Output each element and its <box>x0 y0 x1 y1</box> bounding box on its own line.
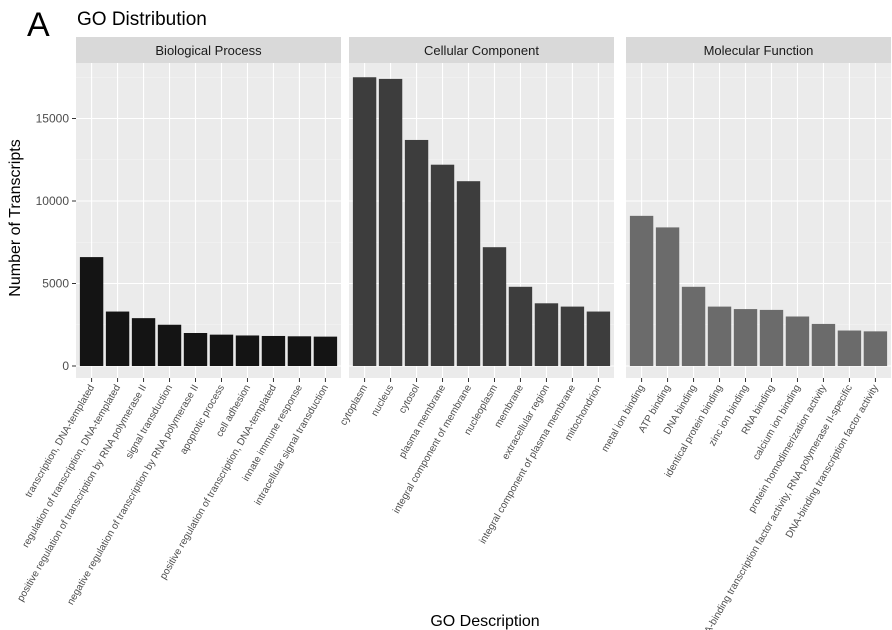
bar <box>131 318 156 366</box>
facet-strip <box>626 37 891 63</box>
x-tick-label: plasma membrane <box>397 383 448 461</box>
bar <box>378 78 403 367</box>
bar <box>759 309 784 366</box>
x-tick-label: metal ion binding <box>600 383 647 454</box>
y-tick-label: 5000 <box>42 277 69 291</box>
facet-cellular-component: Cellular Component cytoplasm nucleus cytoso… <box>338 37 614 546</box>
bar <box>508 286 533 366</box>
bar <box>707 306 732 366</box>
x-tick-label: cytosol <box>397 383 422 415</box>
bar <box>183 333 208 366</box>
bar <box>209 334 234 366</box>
y-tick-label: 10000 <box>36 194 70 208</box>
y-tick-label: 15000 <box>36 112 70 126</box>
bar <box>560 306 585 366</box>
bar <box>681 286 706 366</box>
bar <box>785 316 810 366</box>
y-axis-title: Number of Transcripts <box>7 139 24 296</box>
facet-strip <box>349 37 614 63</box>
bar <box>811 323 836 366</box>
bar <box>105 311 130 366</box>
facet-strip <box>76 37 341 63</box>
bar <box>157 324 182 366</box>
bar <box>482 247 507 366</box>
facet-strip-label: Cellular Component <box>424 43 539 58</box>
bar <box>456 181 481 366</box>
bar <box>404 139 429 366</box>
x-tick-label: signal transduction <box>124 383 175 461</box>
bar <box>261 335 286 366</box>
x-tick-label: regulation of transcription, DNA-templat… <box>21 383 124 550</box>
bar <box>79 257 104 366</box>
y-axis: 0 5000 10000 15000 <box>36 112 76 373</box>
y-tick-label: 0 <box>62 359 69 373</box>
bar <box>534 303 559 366</box>
x-tick-label: extracellular region <box>500 383 552 462</box>
panel-letter: A <box>27 6 50 44</box>
bar <box>313 336 338 366</box>
bar <box>655 227 680 366</box>
x-axis-title: GO Description <box>430 613 539 630</box>
bar <box>352 77 377 366</box>
bar <box>287 336 312 366</box>
bar <box>733 309 758 366</box>
x-tick-label: calcium ion binding <box>751 383 803 462</box>
facet-strip-label: Biological Process <box>155 43 262 58</box>
bar <box>863 331 888 366</box>
bar <box>430 164 455 366</box>
facet-strip-label: Molecular Function <box>704 43 814 58</box>
bar <box>837 330 862 366</box>
x-tick-label: nucleus <box>369 383 396 418</box>
bar <box>629 215 654 366</box>
x-tick-label: cytoplasm <box>338 383 370 427</box>
bar <box>586 311 611 366</box>
bar <box>235 335 260 366</box>
chart-title: GO Distribution <box>77 9 207 30</box>
